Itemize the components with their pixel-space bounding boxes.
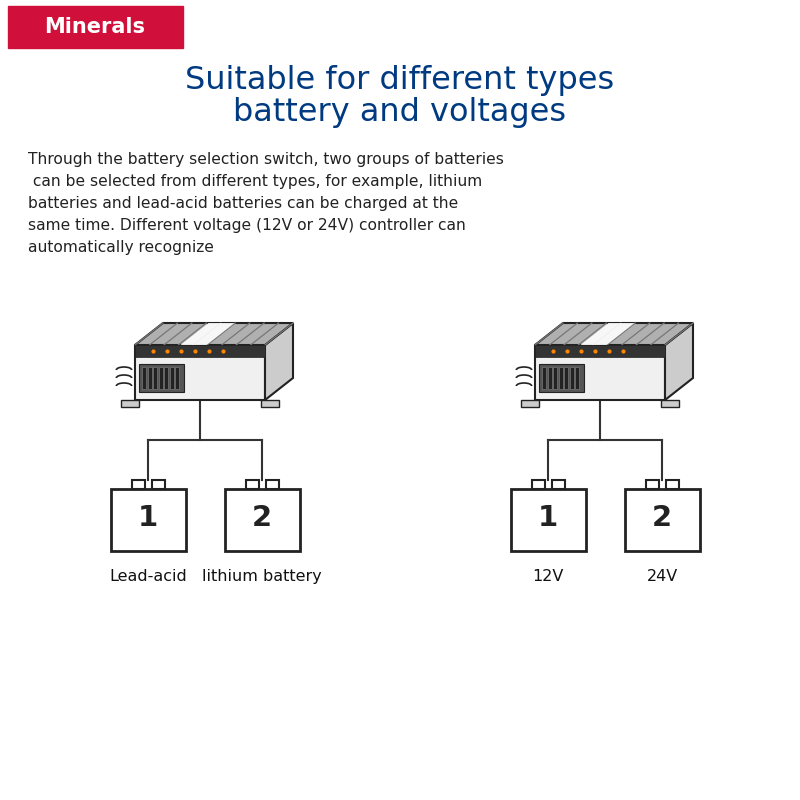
Bar [564, 367, 568, 389]
Text: lithium battery: lithium battery [202, 569, 322, 584]
Bar [158, 367, 162, 389]
Text: 24V: 24V [646, 569, 678, 584]
Text: Through the battery selection switch, two groups of batteries: Through the battery selection switch, tw… [28, 152, 504, 167]
Bar [521, 400, 539, 407]
Bar [542, 367, 546, 389]
Text: 1: 1 [138, 504, 158, 532]
Bar [139, 364, 184, 392]
Bar [539, 364, 584, 392]
Bar [135, 345, 265, 357]
Bar [666, 480, 678, 489]
Bar [510, 489, 586, 551]
Bar [558, 367, 562, 389]
Bar [170, 367, 174, 389]
Polygon shape [135, 345, 265, 400]
Bar [266, 480, 278, 489]
Text: Lead-acid: Lead-acid [109, 569, 187, 584]
Text: 12V: 12V [532, 569, 564, 584]
Bar [661, 400, 679, 407]
Polygon shape [135, 323, 293, 345]
Bar [547, 367, 551, 389]
Bar [535, 345, 665, 357]
Bar [570, 367, 574, 389]
Bar [151, 480, 165, 489]
Bar [164, 367, 168, 389]
Bar [531, 480, 545, 489]
Bar [121, 400, 139, 407]
Bar [575, 367, 579, 389]
Bar [142, 367, 146, 389]
Bar [551, 480, 565, 489]
Bar [553, 367, 557, 389]
Polygon shape [181, 323, 234, 345]
Polygon shape [265, 323, 293, 400]
Polygon shape [535, 323, 693, 345]
Text: 2: 2 [252, 504, 272, 532]
Bar [246, 480, 258, 489]
Bar [110, 489, 186, 551]
Text: Minerals: Minerals [45, 17, 146, 37]
Text: automatically recognize: automatically recognize [28, 240, 214, 255]
Polygon shape [665, 323, 693, 400]
Bar [261, 400, 279, 407]
Polygon shape [535, 345, 665, 400]
Bar [225, 489, 299, 551]
Text: Suitable for different types: Suitable for different types [186, 65, 614, 95]
Text: can be selected from different types, for example, lithium: can be selected from different types, fo… [28, 174, 482, 189]
Polygon shape [581, 323, 634, 345]
Bar [131, 480, 145, 489]
Bar [625, 489, 699, 551]
Bar [153, 367, 157, 389]
Text: same time. Different voltage (12V or 24V) controller can: same time. Different voltage (12V or 24V… [28, 218, 466, 233]
Text: batteries and lead-acid batteries can be charged at the: batteries and lead-acid batteries can be… [28, 196, 458, 211]
Text: 1: 1 [538, 504, 558, 532]
Bar [175, 367, 179, 389]
Bar [646, 480, 658, 489]
Text: battery and voltages: battery and voltages [234, 97, 566, 127]
Text: 2: 2 [652, 504, 672, 532]
Bar [147, 367, 151, 389]
Bar [8, 6, 183, 48]
